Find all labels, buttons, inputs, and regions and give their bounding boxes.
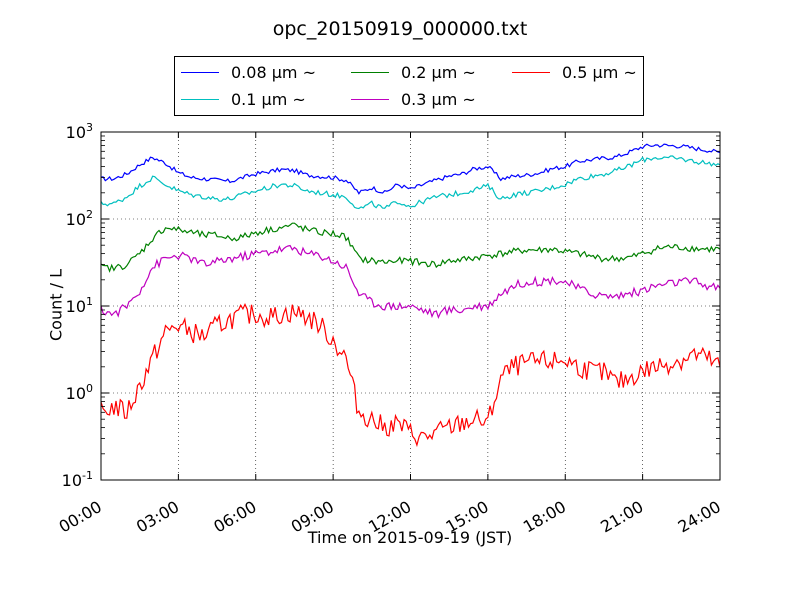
series-line-0 — [100, 143, 721, 195]
legend-label-0.3um: 0.3 μm ~ — [401, 89, 476, 109]
y-tick-label: 10-1 — [62, 469, 93, 490]
legend-entry-0.1um: 0.1 μm ~ — [181, 88, 306, 110]
legend-label-0.2um: 0.2 μm ~ — [401, 62, 476, 82]
x-axis-label: Time on 2015-09-19 (JST) — [307, 528, 513, 547]
legend-label-0.1um: 0.1 μm ~ — [231, 89, 306, 109]
legend-swatch-0.3um — [351, 98, 389, 100]
axis-ticks: 00:00 03:00 06:00 09:00 12:00 15:00 18:00 21:00… — [56, 121, 724, 537]
legend-entry-0.5um: 0.5 μm ~ — [512, 61, 637, 83]
legend-label-0.08um: 0.08 μm ~ — [231, 62, 316, 82]
y-tick-label: 101 — [66, 295, 93, 316]
legend-swatch-0.2um — [351, 71, 389, 73]
series-line-2 — [100, 222, 721, 273]
legend-label-0.5um: 0.5 μm ~ — [562, 62, 637, 82]
legend-entry-0.2um: 0.2 μm ~ — [351, 61, 476, 83]
series-line-4 — [100, 302, 721, 448]
legend: 0.08 μm ~ 0.1 μm ~ 0.2 μm ~ 0.3 μm ~ 0.5… — [174, 56, 644, 116]
series-line-1 — [100, 155, 721, 210]
chart-title: opc_20150919_000000.txt — [272, 18, 528, 40]
series-line-3 — [100, 244, 721, 320]
legend-swatch-0.08um — [181, 71, 219, 73]
y-tick-label: 100 — [66, 382, 93, 403]
series-lines — [100, 143, 721, 448]
legend-swatch-0.1um — [181, 98, 219, 100]
legend-entry-0.08um: 0.08 μm ~ — [181, 61, 316, 83]
y-tick-label: 103 — [66, 121, 93, 142]
legend-entry-0.3um: 0.3 μm ~ — [351, 88, 476, 110]
y-tick-label: 102 — [66, 208, 93, 229]
legend-swatch-0.5um — [512, 71, 550, 73]
y-axis-label: Count / L — [46, 269, 66, 341]
